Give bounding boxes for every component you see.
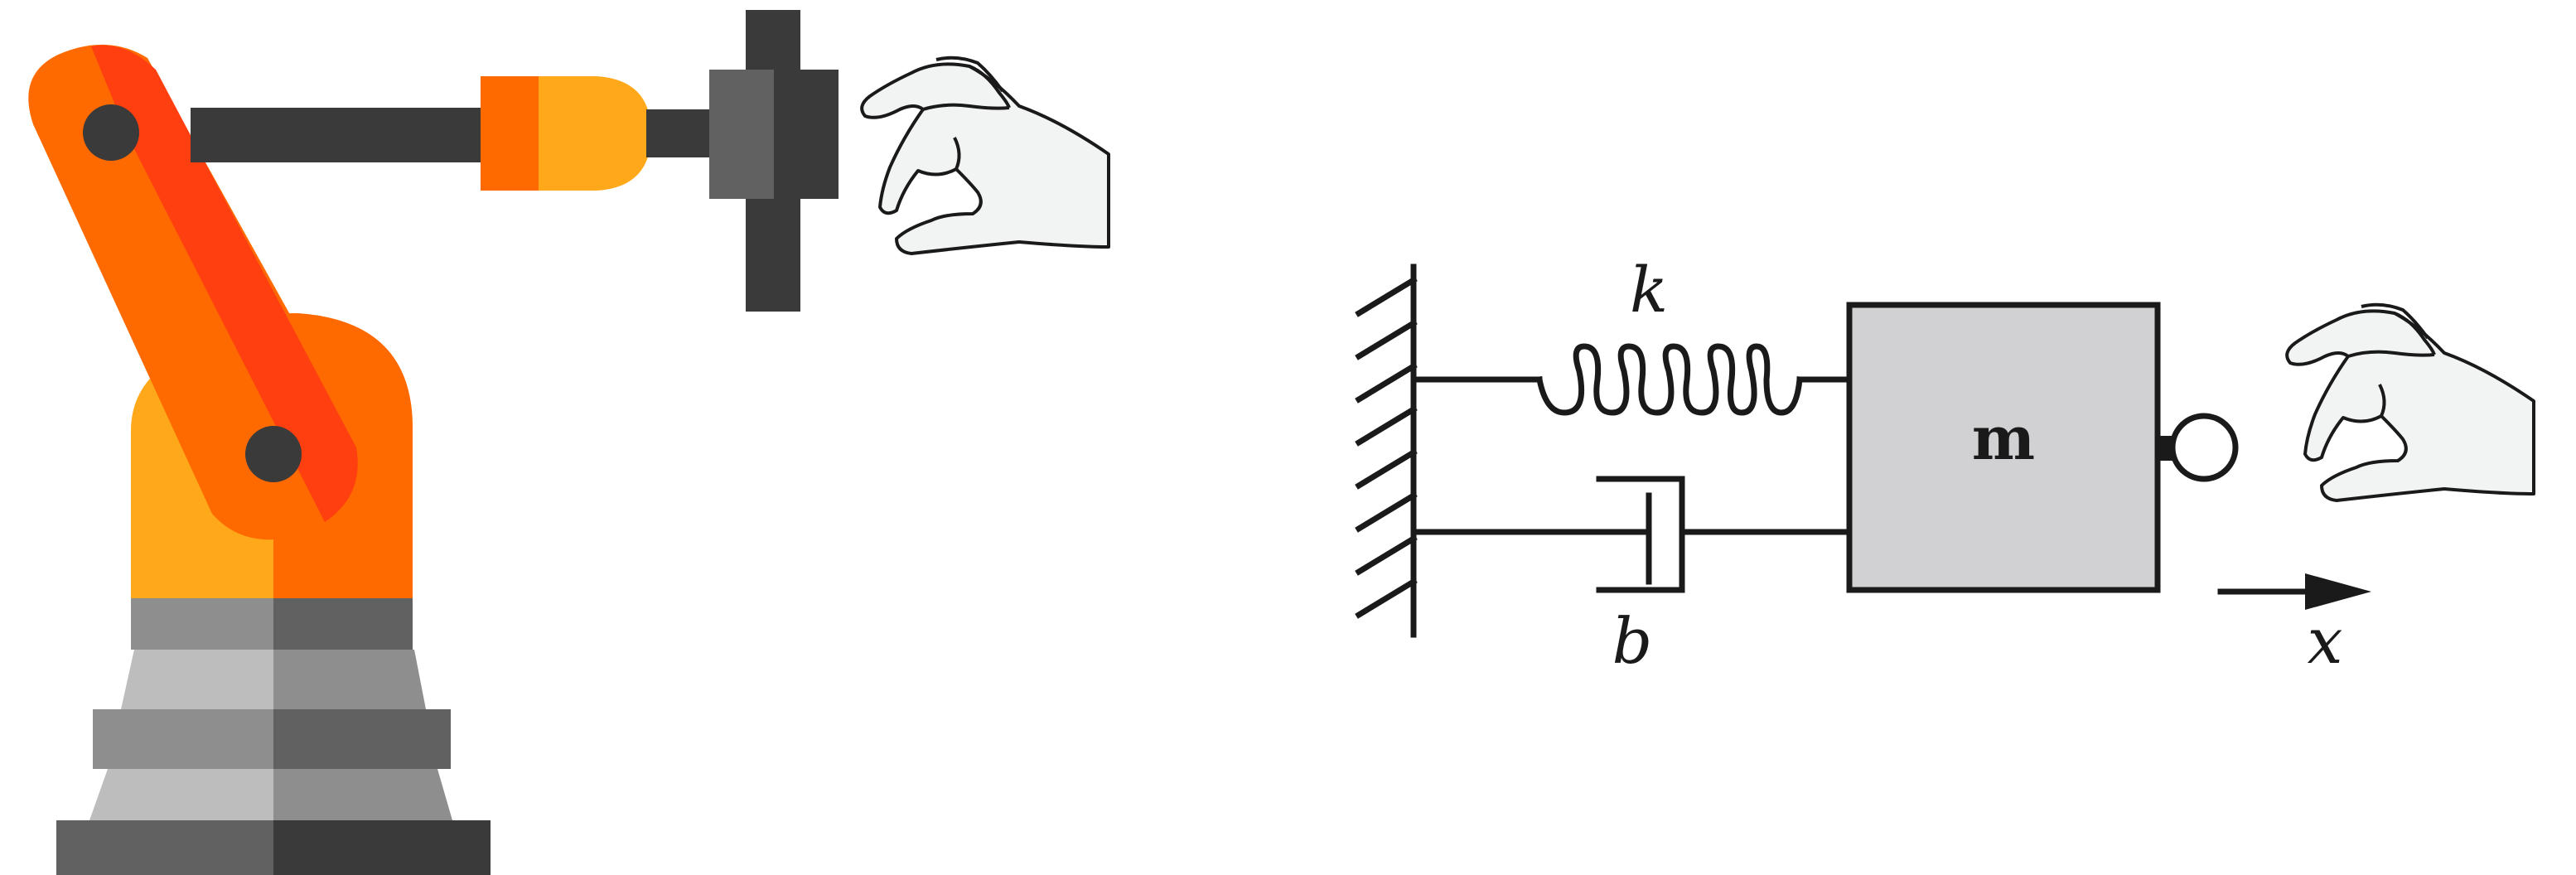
fixed-wall [1355,263,1418,638]
pinching-hand-icon [2285,302,2535,502]
industrial-robot-arm-icon [28,10,839,875]
displacement-arrow [2217,573,2371,610]
spring [1410,343,1853,416]
spring-constant-label: k [1630,253,1668,326]
mass-handle [2158,413,2239,482]
mass-spring-damper-diagram [1355,263,2371,638]
pinching-hand-icon [860,56,1110,255]
robot-end-effector [709,10,839,312]
robot-forearm [191,76,713,191]
mass-label: m [1972,403,2035,473]
damping-coefficient-label: b [1612,604,1653,678]
robot-joint-lower [245,426,302,482]
mass-block [1846,302,2161,593]
displacement-label: x [2308,604,2343,678]
damper [1410,476,1853,593]
robot-arm-link [28,44,360,540]
robot-joint-upper [83,104,139,161]
robot-base [56,598,491,875]
